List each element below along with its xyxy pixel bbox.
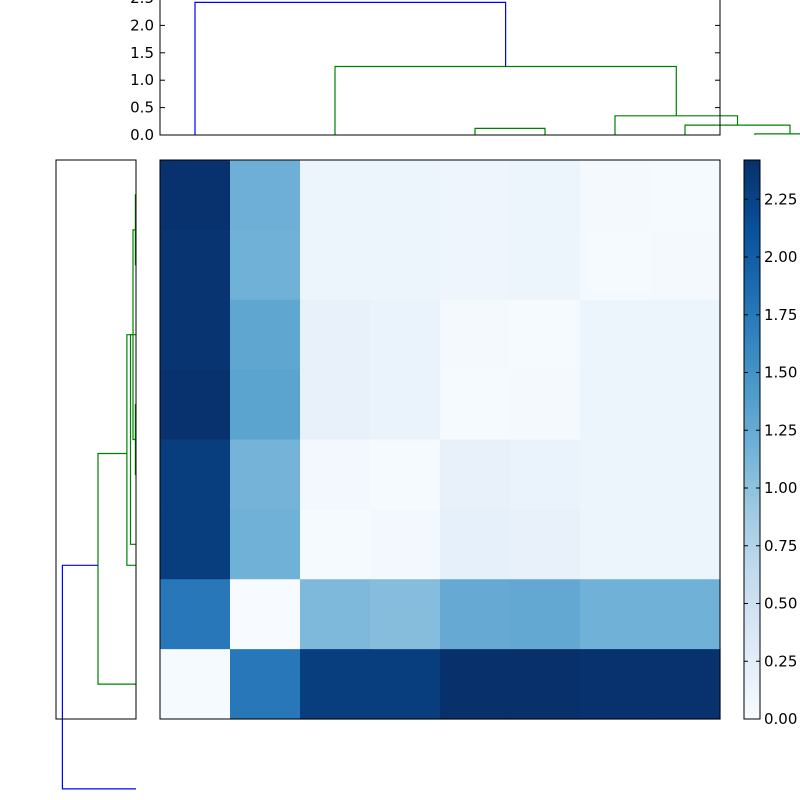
heatmap-cell [580,439,651,510]
heatmap-cell [300,439,371,510]
top-dendrogram-link [194,1,507,135]
heatmap-frame [159,159,721,720]
colorbar-tick-label: 1.00 [764,479,797,497]
heatmap-cell [580,579,651,650]
heatmap-cell [510,579,581,650]
heatmap-cell [230,369,301,441]
colorbar-tick-label: 1.50 [764,364,797,382]
heatmap-cell [650,509,721,580]
heatmap-cell [440,160,511,231]
heatmap-cell [440,509,511,580]
heatmap-cell [300,369,371,441]
heatmap-cell [510,160,581,231]
heatmap-cell [650,160,721,231]
top-dendrogram-frame [159,0,721,136]
heatmap-cell [370,299,441,371]
heatmap-cell [580,299,651,371]
left-dendrogram-link [97,452,136,685]
distance-heatmap [159,159,721,720]
heatmap-cell [440,579,511,650]
heatmap-cell [580,509,651,580]
heatmap-cell [650,229,721,301]
heatmap-cell [440,299,511,371]
heatmap-cell [440,439,511,510]
left-dendrogram [55,159,137,790]
heatmap-cell [230,439,301,510]
heatmap-cell [160,649,231,720]
colorbar-tick-label: 1.75 [764,306,797,324]
heatmap-cell [160,229,231,301]
top-dendrogram-tick-label: 0.5 [130,99,154,117]
heatmap-cell [650,579,721,650]
colorbar-gradient [743,159,761,720]
heatmap-cell [650,369,721,441]
top-dendrogram-tick-label: 1.5 [130,44,154,62]
top-dendrogram-tick-label: 2.0 [130,16,154,34]
colorbar-tick-label: 0.00 [764,710,797,728]
colorbar-tick-label: 2.25 [764,190,797,208]
heatmap-cell [370,509,441,580]
left-dendrogram-link [61,564,136,790]
top-dendrogram-tick-label: 0.0 [130,126,154,144]
heatmap-cell [580,229,651,301]
heatmap-cell [650,439,721,510]
top-dendrogram-tick-label: 1.0 [130,71,154,89]
heatmap-cell [160,299,231,371]
colorbar-tick-label: 0.25 [764,652,797,670]
heatmap-cell [160,509,231,580]
heatmap-cell [440,229,511,301]
heatmap-cell [510,369,581,441]
heatmap-cell [300,299,371,371]
heatmap-cell [510,649,581,720]
heatmap-cell [650,649,721,720]
colorbar-tick-label: 1.25 [764,421,797,439]
heatmap-cell [440,369,511,441]
heatmap-cell [580,649,651,720]
colorbar-tick-label: 2.00 [764,248,797,266]
heatmap-cell [580,369,651,441]
heatmap-cell [300,579,371,650]
top-dendrogram-link [754,133,800,135]
heatmap-cell [230,649,301,720]
heatmap-cell [300,649,371,720]
heatmap-cell [370,649,441,720]
heatmap-cell [370,439,441,510]
heatmap-cell [510,509,581,580]
colorbar-tick-label: 0.50 [764,595,797,613]
left-dendrogram-frame [55,159,137,720]
heatmap-cell [370,579,441,650]
colorbar-tick-label: 0.75 [764,537,797,555]
heatmap-cell [370,229,441,301]
heatmap-cell [160,369,231,441]
heatmap-cell [510,299,581,371]
heatmap-cell [370,160,441,231]
heatmap-cell [160,579,231,650]
heatmap-cell [230,229,301,301]
heatmap-cell [300,509,371,580]
left-dendrogram-link [126,334,136,566]
heatmap-cell [510,439,581,510]
top-dendrogram-link [334,65,677,135]
top-dendrogram-link [474,127,546,135]
heatmap-cell [510,229,581,301]
heatmap-cell [370,369,441,441]
heatmap-cell [300,160,371,231]
heatmap-cell [230,509,301,580]
heatmap-cell [440,649,511,720]
heatmap-cell [650,299,721,371]
heatmap-cell [160,160,231,231]
heatmap-cell [230,299,301,371]
heatmap-cell [300,229,371,301]
heatmap-cell [230,579,301,650]
heatmap-cell [580,160,651,231]
colorbar: 0.00 0.25 0.50 0.75 1.00 1.25 1.50 1.75 2.00 2.25 [743,159,797,728]
top-dendrogram-tick-label: 2.5 [130,0,154,7]
heatmap-cell [230,160,301,231]
top-dendrogram: 0.0 0.5 1.0 1.5 2.0 2.5 [130,0,800,144]
heatmap-cell [160,439,231,510]
